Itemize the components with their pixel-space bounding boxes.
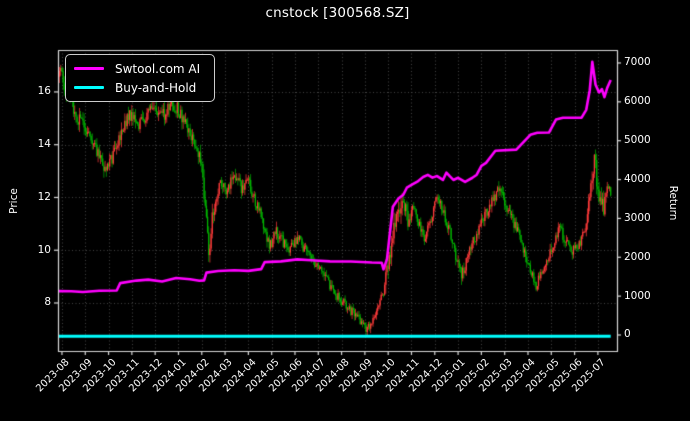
price-tick-label: 8 [44,296,51,309]
return-tick-label: 5000 [624,134,651,147]
ai-line-swatch [74,66,104,71]
price-tick-label: 16 [37,85,51,98]
legend-label-buy-and-hold: Buy-and-Hold [115,80,197,95]
return-tick-label: 3000 [624,211,651,224]
y-axis-label-return: Return [667,185,679,221]
legend-label-ai: Swtool.com AI [115,61,201,76]
buy-and-hold-line-swatch [74,85,104,90]
price-tick-label: 10 [37,243,51,256]
return-tick-label: 4000 [624,173,651,186]
return-tick-label: 0 [624,328,631,341]
return-tick-label: 7000 [624,56,651,69]
return-tick-label: 2000 [624,250,651,263]
legend-item-buy-and-hold: Buy-and-Hold [74,78,200,97]
y-axis-label-price: Price [8,188,20,214]
chart-title: cnstock [300568.SZ] [265,5,410,21]
return-tick-label: 6000 [624,95,651,108]
price-tick-label: 14 [37,138,51,151]
return-tick-label: 1000 [624,289,651,302]
legend: Swtool.com AI Buy-and-Hold [65,54,216,102]
price-tick-label: 12 [37,190,51,203]
legend-item-ai: Swtool.com AI [74,59,200,78]
